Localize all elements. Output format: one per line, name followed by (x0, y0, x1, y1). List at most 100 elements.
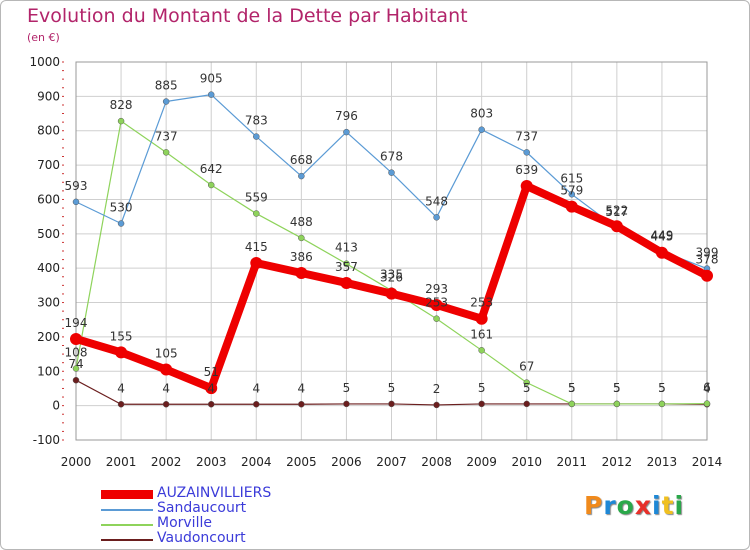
data-point-sandaucourt (523, 149, 530, 156)
data-label-auzainvilliers: 445 (650, 230, 673, 244)
x-tick-label: 2003 (196, 455, 227, 469)
chart-unit-label: (en €) (27, 31, 60, 44)
data-point-sandaucourt (433, 214, 440, 221)
data-label-sandaucourt: 548 (425, 194, 448, 208)
data-label-sandaucourt: 615 (560, 171, 583, 185)
data-point-auzainvilliers (70, 332, 82, 345)
x-tick-label: 2011 (557, 455, 588, 469)
legend-label-auzainvilliers: AUZAINVILLIERS (157, 485, 272, 501)
data-point-auzainvilliers (160, 363, 173, 376)
data-label-sandaucourt: 737 (515, 129, 538, 143)
y-tick-label: 400 (37, 261, 60, 275)
data-point-vaudoncourt (433, 401, 440, 409)
data-point-auzainvilliers (475, 312, 488, 325)
data-label-sandaucourt: 678 (380, 150, 403, 164)
x-tick-label: 2002 (151, 455, 182, 469)
data-label-auzainvilliers: 194 (65, 316, 88, 330)
x-tick-label: 2012 (602, 455, 633, 469)
data-label-auzainvilliers: 639 (515, 163, 538, 177)
data-point-vaudoncourt (298, 401, 305, 408)
legend-swatch-vaudoncourt (101, 539, 153, 541)
data-point-vaudoncourt (478, 400, 485, 408)
data-point-sandaucourt (568, 191, 576, 198)
data-point-morville (72, 365, 80, 372)
data-label-morville: 488 (290, 215, 313, 229)
data-label-auzainvilliers: 386 (290, 250, 313, 264)
data-point-morville (478, 347, 485, 354)
chart-title: Evolution du Montant de la Dette par Hab… (27, 5, 468, 27)
x-tick-label: 2001 (106, 455, 137, 469)
x-tick-label: 2000 (61, 455, 92, 469)
x-tick-label: 2014 (692, 455, 723, 469)
legend-swatch-morville (101, 524, 153, 526)
data-point-auzainvilliers (610, 220, 623, 233)
logo-letter: o (616, 491, 635, 520)
data-label-vaudoncourt: 5 (343, 381, 351, 395)
data-label-sandaucourt: 803 (470, 107, 493, 121)
x-tick-label: 2006 (331, 455, 362, 469)
data-label-vaudoncourt: 5 (478, 381, 486, 395)
data-point-auzainvilliers (701, 269, 713, 282)
logo-letter: x (634, 491, 652, 520)
data-label-auzainvilliers: 522 (605, 203, 628, 217)
legend-swatch-sandaucourt (101, 509, 153, 511)
data-point-vaudoncourt (388, 400, 395, 408)
data-point-morville (703, 400, 711, 407)
data-point-morville (162, 149, 170, 156)
y-tick-label: 1000 (29, 55, 60, 69)
x-tick-label: 2007 (376, 455, 407, 469)
y-tick-label: 200 (37, 330, 60, 344)
data-label-morville: 5 (568, 381, 576, 395)
x-tick-label: 2010 (511, 455, 542, 469)
data-label-auzainvilliers: 326 (380, 271, 403, 285)
data-point-vaudoncourt (343, 400, 350, 408)
data-point-auzainvilliers (340, 276, 353, 289)
data-label-vaudoncourt: 5 (568, 381, 576, 395)
data-label-morville: 413 (335, 241, 358, 255)
proxiti-logo: Proxiti (584, 491, 684, 520)
data-label-auzainvilliers: 415 (245, 240, 268, 254)
data-label-auzainvilliers: 357 (335, 260, 358, 274)
data-point-auzainvilliers (565, 200, 578, 213)
y-tick-label: 500 (37, 227, 60, 241)
data-label-sandaucourt: 530 (110, 201, 133, 215)
data-point-morville (207, 181, 215, 189)
data-label-auzainvilliers: 105 (155, 347, 178, 361)
data-label-morville: 737 (155, 129, 178, 143)
data-label-vaudoncourt: 4 (117, 381, 125, 395)
data-label-morville: 67 (519, 360, 534, 374)
data-label-morville: 559 (245, 191, 268, 205)
logo-letter: P (584, 491, 604, 520)
data-point-morville (568, 400, 576, 408)
data-label-vaudoncourt: 5 (658, 381, 666, 395)
data-point-vaudoncourt (72, 376, 80, 384)
data-point-sandaucourt (72, 198, 80, 206)
data-point-sandaucourt (478, 126, 485, 133)
data-point-morville (658, 400, 666, 408)
data-label-auzainvilliers: 293 (425, 282, 448, 296)
data-label-morville: 161 (470, 327, 493, 341)
data-point-vaudoncourt (162, 401, 170, 408)
logo-letter: r (603, 491, 617, 520)
data-label-sandaucourt: 783 (245, 114, 268, 128)
data-label-auzainvilliers: 253 (470, 296, 493, 310)
data-label-sandaucourt: 517 (605, 205, 628, 219)
y-tick-label: 300 (37, 296, 60, 310)
data-label-vaudoncourt: 5 (613, 381, 621, 395)
data-point-sandaucourt (162, 98, 170, 105)
data-label-morville: 108 (65, 346, 88, 360)
y-tick-label: 100 (37, 364, 60, 378)
data-point-sandaucourt (253, 133, 260, 140)
legend-label-vaudoncourt: Vaudoncourt (157, 530, 246, 546)
data-point-auzainvilliers (430, 298, 443, 311)
data-label-sandaucourt: 905 (200, 72, 223, 86)
legend-label-sandaucourt: Sandaucourt (157, 500, 247, 516)
data-label-vaudoncourt: 5 (388, 381, 396, 395)
x-tick-label: 2005 (286, 455, 317, 469)
legend-swatch-auzainvilliers (101, 490, 153, 499)
data-point-auzainvilliers (205, 382, 218, 395)
data-point-vaudoncourt (253, 401, 260, 408)
data-point-auzainvilliers (115, 346, 128, 359)
data-label-morville: 253 (425, 296, 448, 310)
